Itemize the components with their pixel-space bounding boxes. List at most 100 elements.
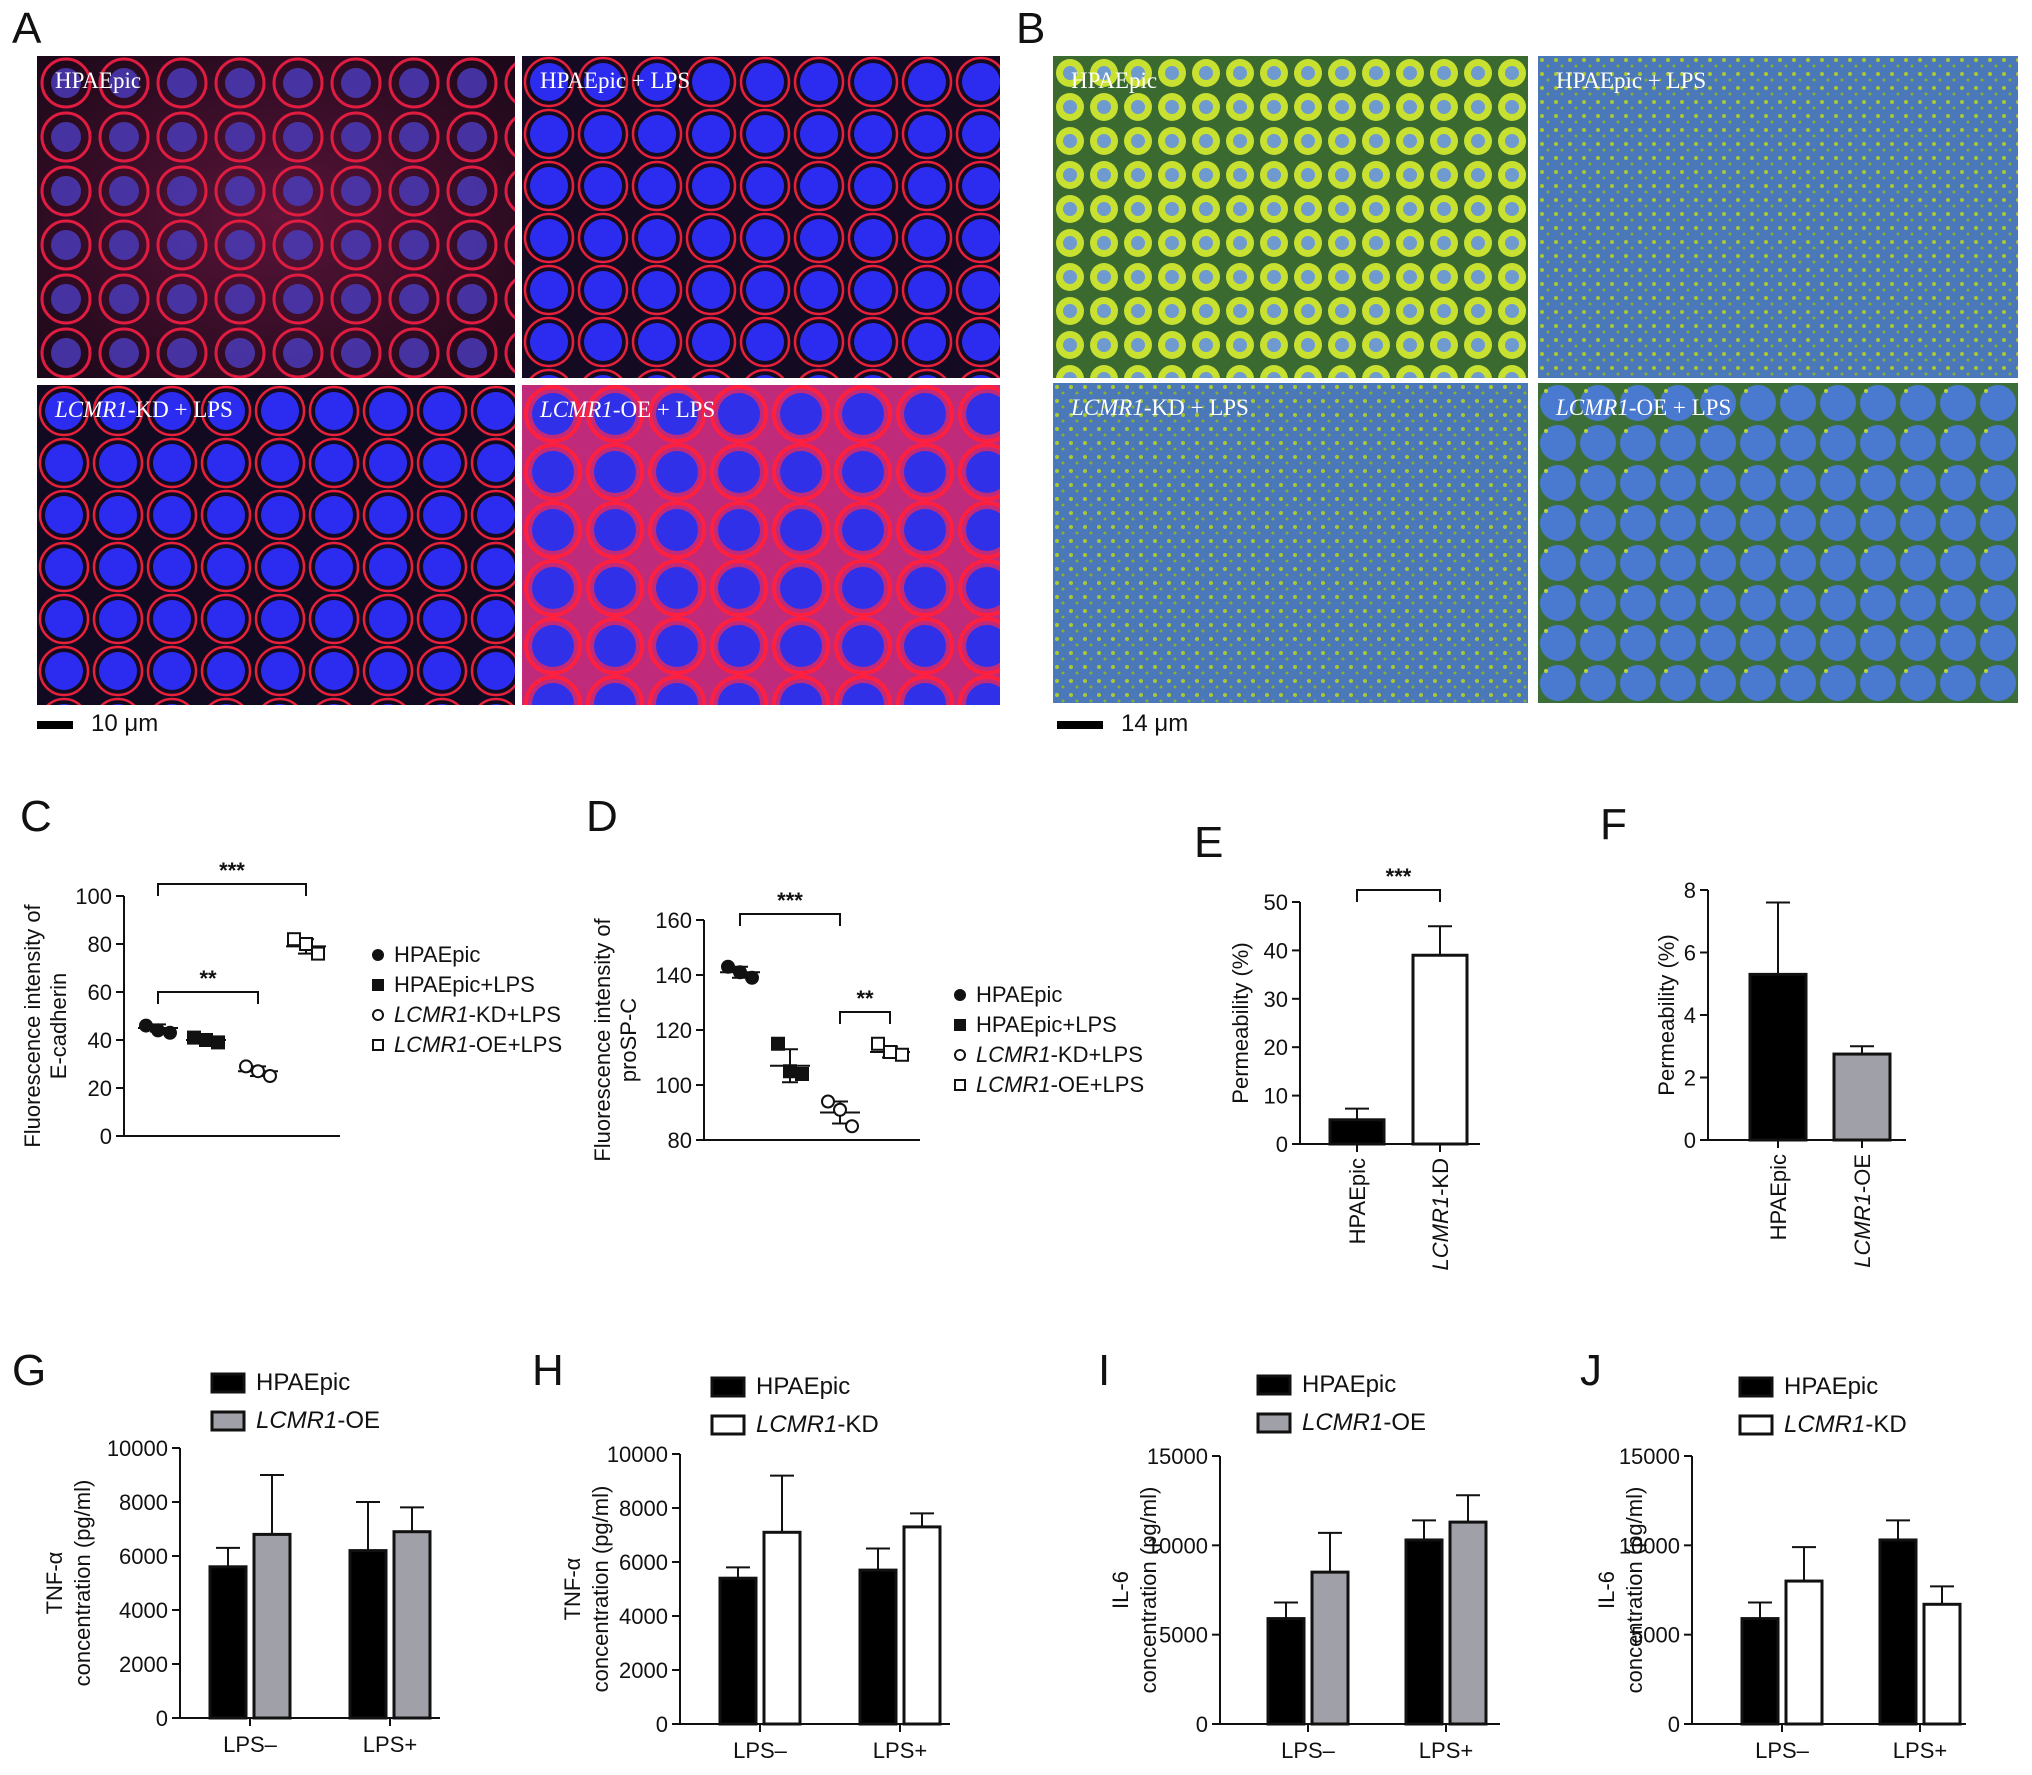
legend-label-text: -KD (1865, 1411, 1906, 1438)
y-tick-label: 40 (1264, 938, 1288, 963)
y-axis-label-line: Fluorescence intensity of (20, 903, 45, 1147)
legend-swatch (1256, 1412, 1292, 1434)
legend-label: LCMR1-KD+LPS (976, 1042, 1143, 1067)
micrograph-a-image (37, 385, 515, 705)
y-tick-label: 140 (655, 963, 692, 988)
x-tick-label-text: HPAEpic (1766, 1154, 1791, 1240)
bar (252, 1532, 292, 1720)
legend-label-italic: LCMR1 (976, 1072, 1051, 1097)
legend-swatch (710, 1376, 746, 1398)
micrograph-label: HPAEpic + LPS (1556, 68, 1707, 93)
significance-bracket (157, 991, 259, 1004)
legend-label: LCMR1-KD+LPS (394, 1002, 561, 1027)
data-point (833, 1102, 847, 1117)
x-tick-label: LPS+ (363, 1732, 417, 1757)
bar (1748, 972, 1808, 1142)
y-axis-label-line: concentration (pg/ml) (588, 1486, 613, 1693)
y-tick-label: 160 (655, 908, 692, 933)
x-tick-label-italic: LCMR1 (1850, 1193, 1875, 1268)
micrograph-b-oe-lps: LCMR1-OE + LPS (1538, 383, 2018, 703)
micrograph-label: LCMR1-KD + LPS (1071, 395, 1249, 420)
legend-label-text: -OE+LPS (1051, 1072, 1145, 1097)
data-point (263, 1069, 277, 1083)
panel-label-c: C (20, 792, 52, 841)
significance-bracket (739, 913, 841, 926)
y-tick-label: 8 (1684, 878, 1696, 903)
bar (1328, 1118, 1386, 1146)
micrograph-a-oe-lps: LCMR1-OE + LPS (522, 385, 1000, 705)
legend-label-text: HPAEpic+LPS (976, 1012, 1117, 1037)
y-tick-label: 10000 (107, 1436, 168, 1461)
y-tick-label: 80 (668, 1128, 692, 1153)
legend-marker (372, 1039, 384, 1051)
data-point (251, 1064, 265, 1079)
y-tick-label: 0 (1668, 1712, 1680, 1737)
chart-d: 80 100 120 140 160 Fluorescence intensity ofp… (590, 888, 1145, 1162)
y-tick-label: 100 (655, 1073, 692, 1098)
micrograph-a-kd-lps: LCMR1-KD + LPS (37, 385, 515, 705)
bar (762, 1530, 802, 1726)
data-point (311, 946, 325, 961)
y-tick-label: 8000 (619, 1496, 668, 1521)
y-tick-label: 0 (156, 1706, 168, 1731)
significance-label: ** (856, 986, 874, 1011)
y-tick-label: 10000 (1147, 1533, 1208, 1558)
micrograph-b-kd-lps: LCMR1-KD + LPS (1053, 383, 1528, 703)
micrograph-a-image (522, 56, 1000, 378)
data-point (733, 965, 747, 980)
legend-marker (954, 1049, 966, 1061)
legend-label: HPAEpic (976, 982, 1062, 1007)
legend-label: HPAEpic+LPS (394, 972, 535, 997)
legend-label-text: -OE (1383, 1409, 1426, 1436)
chart-i: 0 5000 10000 15000 IL-6 concentration (pg/ml)… (1108, 1371, 1500, 1763)
y-tick-label: 0 (100, 1124, 112, 1149)
chart-e: 0 10 20 30 40 50 Permeability (%) HPAEpic LCMR1-… (1228, 864, 1480, 1270)
micrograph-b-image (1538, 383, 2018, 703)
micrograph-b-image (1053, 383, 1528, 703)
bar (208, 1565, 248, 1720)
legend-label: HPAEpic (394, 942, 480, 967)
y-tick-label: 5000 (1631, 1623, 1680, 1648)
y-tick-label: 4 (1684, 1003, 1696, 1028)
bar (1266, 1617, 1306, 1726)
y-axis-label: Permeability (%) (1654, 934, 1679, 1095)
data-point (239, 1059, 253, 1074)
panel-label-e: E (1194, 818, 1224, 867)
legend-swatch (210, 1372, 246, 1394)
data-point (871, 1036, 885, 1051)
significance-bracket (1356, 889, 1441, 902)
bar (718, 1576, 758, 1726)
chart-g: 0 2000 4000 6000 8000 10000 TNF-α concentration… (42, 1369, 440, 1757)
legend-label: LCMR1-KD (756, 1411, 879, 1438)
y-tick-label: 2000 (619, 1658, 668, 1683)
x-tick-label-text: -OE (1850, 1154, 1875, 1193)
legend-label: LCMR1-OE (256, 1407, 380, 1434)
legend-label-text: HPAEpic+LPS (394, 972, 535, 997)
data-point (139, 1018, 153, 1033)
legend-label: LCMR1-OE (1302, 1409, 1426, 1436)
x-tick-label: LPS+ (1893, 1738, 1947, 1763)
data-point (883, 1045, 897, 1059)
legend-label: HPAEpic (1302, 1371, 1396, 1398)
data-point (821, 1094, 835, 1109)
y-tick-label: 0 (1196, 1712, 1208, 1737)
chart-f: 0 2 4 6 8 Permeability (%) HPAEpic LCMR1-OE (1654, 878, 1906, 1268)
legend-label-italic: LCMR1 (976, 1042, 1051, 1067)
legend-label-text: HPAEpic (976, 982, 1062, 1007)
y-axis-label: IL-6 concentration (pg/ml) (1108, 1487, 1161, 1694)
scale-bar-a: 10 μm (37, 710, 158, 738)
legend-label-text: HPAEpic (1784, 1373, 1878, 1400)
y-tick-label: 100 (75, 884, 112, 909)
significance-label: *** (219, 858, 245, 883)
legend-label-italic: LCMR1 (394, 1032, 469, 1057)
y-tick-label: 8000 (119, 1490, 168, 1515)
legend-swatch (210, 1410, 246, 1432)
panel-label-j: J (1580, 1346, 1602, 1395)
legend-swatch (1256, 1374, 1292, 1396)
legend-marker (954, 1079, 966, 1091)
legend-label-text: HPAEpic (1302, 1371, 1396, 1398)
x-tick-label: LPS– (1755, 1738, 1810, 1763)
micrograph-b-image (1053, 56, 1528, 378)
panel-label-b: B (1016, 4, 1046, 53)
legend-marker (954, 1019, 966, 1031)
